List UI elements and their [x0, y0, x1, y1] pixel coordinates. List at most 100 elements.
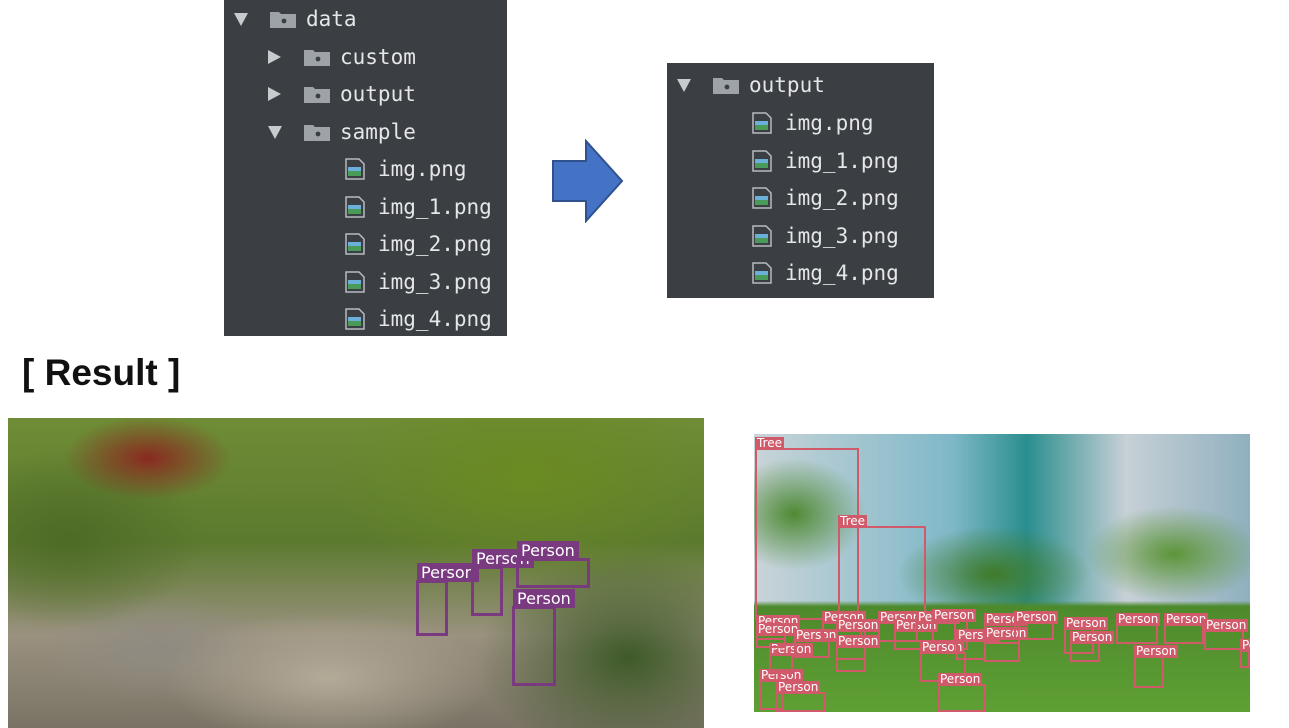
folder-icon [304, 48, 330, 66]
tree-row-data[interactable]: data [234, 4, 357, 34]
tree-row-file[interactable]: img.png [752, 108, 874, 138]
folder-icon [304, 123, 330, 141]
tree-row-file[interactable]: img_3.png [345, 267, 492, 297]
detection-label: Tree [755, 436, 785, 450]
result-heading: [ Result ] [22, 352, 181, 393]
tree-row-sample[interactable]: sample [268, 117, 416, 147]
detection-box: Person [1164, 613, 1209, 644]
triangle-down-icon[interactable] [234, 12, 248, 26]
detection-box: Person [984, 627, 1029, 662]
tree-file-label: img.png [785, 111, 874, 135]
detection-label: Person [920, 640, 965, 654]
tree-row-output[interactable]: output [677, 70, 825, 100]
image-file-icon [752, 262, 772, 284]
folder-icon [713, 76, 739, 94]
tree-label-custom: custom [340, 45, 416, 69]
detection-box: Person [776, 681, 826, 712]
detection-label: Person [1116, 612, 1161, 626]
detection-label: Person [517, 541, 579, 560]
detection-box: Person [1064, 617, 1109, 654]
detection-label: Person [938, 672, 983, 686]
folder-icon [304, 85, 330, 103]
tree-row-custom[interactable]: custom [268, 42, 416, 72]
detection-box: Person [769, 643, 814, 674]
tree-row-file[interactable]: img_2.png [345, 229, 492, 259]
triangle-right-icon[interactable] [268, 87, 281, 101]
detection-box: Person [1240, 639, 1250, 668]
image-file-icon [345, 196, 365, 218]
left-file-tree: data custom output sample img.png img_1.… [224, 0, 507, 336]
detection-box: Person [938, 673, 986, 712]
tree-row-file[interactable]: img_3.png [752, 221, 899, 251]
tree-file-label: img_2.png [378, 232, 492, 256]
detection-box: Person [416, 563, 479, 636]
tree-file-label: img_3.png [785, 224, 899, 248]
detection-label: Person [417, 563, 479, 582]
detection-box: Person [932, 609, 977, 650]
right-arrow-icon [552, 139, 624, 223]
detection-label: Person [1014, 610, 1059, 624]
detection-box: Person [956, 629, 1001, 660]
tree-row-output[interactable]: output [268, 79, 416, 109]
detection-box: Person [1134, 645, 1179, 688]
right-file-tree: output img.png img_1.png img_2.png img_3… [667, 63, 934, 298]
tree-file-label: img_1.png [378, 195, 492, 219]
detection-label: Person [1164, 612, 1209, 626]
detection-label: Person [1134, 644, 1179, 658]
detection-box: Person [1014, 611, 1059, 640]
detection-box: Tree [755, 437, 859, 620]
detection-box: Tree [838, 515, 926, 622]
detection-label: Tree [838, 514, 868, 528]
image-file-icon [752, 225, 772, 247]
detection-result-image-city-park: Tree Tree Person Person Person Person Pe… [754, 434, 1250, 712]
detection-box: Person [1204, 619, 1249, 650]
tree-row-file[interactable]: img.png [345, 154, 467, 184]
detection-label: Person [984, 626, 1029, 640]
detection-label: Person [513, 589, 575, 608]
image-file-icon [345, 158, 365, 180]
tree-label-output: output [749, 73, 825, 97]
tree-file-label: img_2.png [785, 186, 899, 210]
image-file-icon [752, 187, 772, 209]
tree-file-label: img_4.png [378, 307, 492, 331]
tree-row-file[interactable]: img_1.png [752, 146, 899, 176]
detection-box: Person [836, 635, 881, 672]
detection-result-image-park: Person Person Person Person [8, 418, 704, 728]
detection-label: Person [1240, 639, 1250, 652]
image-file-icon [345, 233, 365, 255]
detection-label: Person [836, 618, 881, 632]
folder-icon [270, 10, 296, 28]
detection-label: Person [932, 608, 977, 622]
tree-file-label: img_4.png [785, 261, 899, 285]
tree-row-file[interactable]: img_4.png [752, 258, 899, 288]
image-file-icon [345, 308, 365, 330]
image-file-icon [345, 271, 365, 293]
detection-box: Person [1116, 613, 1161, 644]
detection-box: Person [756, 623, 801, 648]
detection-box: Person [516, 541, 590, 588]
tree-file-label: img_1.png [785, 149, 899, 173]
detection-box: Person [471, 549, 534, 616]
image-file-icon [752, 150, 772, 172]
detection-box: Person [512, 589, 575, 686]
detection-box: Person [1070, 631, 1115, 662]
detection-label: Person [1070, 630, 1115, 644]
tree-label-data: data [306, 7, 357, 31]
tree-label-output: output [340, 82, 416, 106]
detection-label: Person [836, 634, 881, 648]
detection-label: Person [756, 622, 801, 636]
triangle-down-icon[interactable] [268, 125, 282, 139]
triangle-right-icon[interactable] [268, 50, 281, 64]
tree-row-file[interactable]: img_2.png [752, 183, 899, 213]
detection-box: Person [794, 629, 839, 658]
tree-row-file[interactable]: img_4.png [345, 304, 492, 334]
detection-label: Person [1064, 616, 1109, 630]
image-file-icon [752, 112, 772, 134]
detection-label: Person [776, 680, 821, 694]
tree-file-label: img.png [378, 157, 467, 181]
tree-row-file[interactable]: img_1.png [345, 192, 492, 222]
tree-label-sample: sample [340, 120, 416, 144]
triangle-down-icon[interactable] [677, 78, 691, 92]
detection-label: Person [1204, 618, 1249, 632]
tree-file-label: img_3.png [378, 270, 492, 294]
